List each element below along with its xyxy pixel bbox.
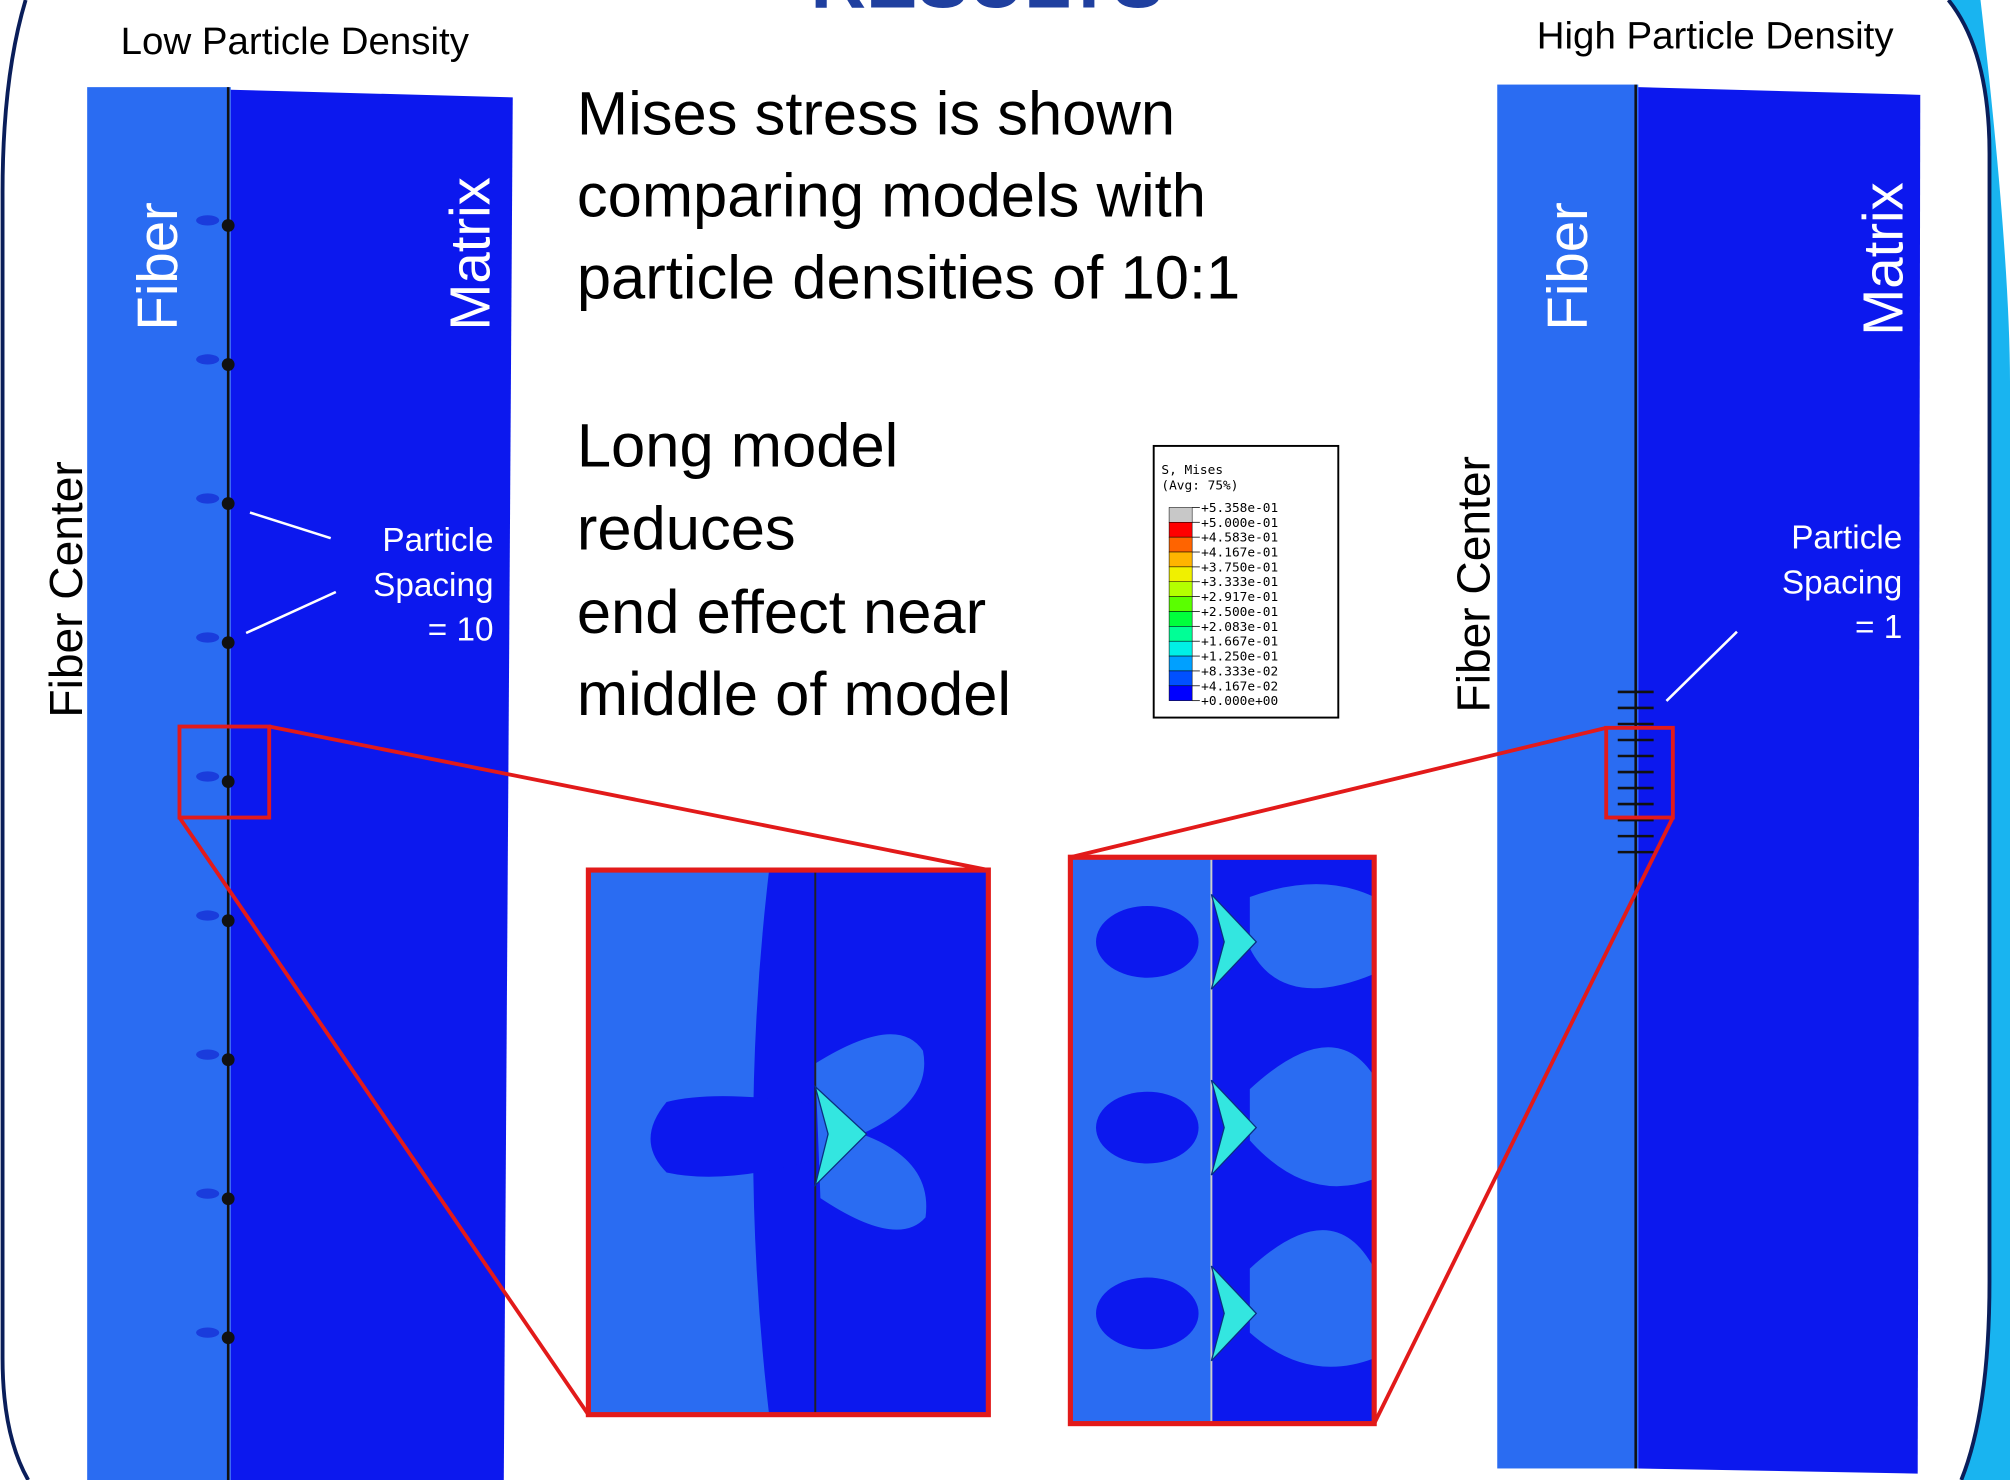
legend-label: +2.500e-01 (1201, 605, 1278, 620)
side-band (1948, 0, 2010, 1480)
stress-lobe (196, 493, 219, 503)
legend-swatch (1169, 537, 1192, 552)
legend-swatch (1169, 582, 1192, 597)
legend-swatch (1169, 671, 1192, 686)
title: RESULTS (810, 0, 1163, 25)
legend-label: +1.667e-01 (1201, 635, 1278, 650)
legend-swatch (1169, 611, 1192, 626)
particle (222, 1331, 235, 1344)
legend-label: +2.917e-01 (1201, 590, 1278, 605)
legend-swatch (1169, 656, 1192, 671)
legend-swatch (1169, 567, 1192, 582)
stress-lobe (196, 632, 219, 642)
particle (222, 775, 235, 788)
legend-swatch (1169, 626, 1192, 641)
body-text: middle of model (577, 660, 1011, 729)
body-text: reduces (577, 495, 796, 564)
particle (222, 358, 235, 371)
legend-label: +8.333e-02 (1201, 664, 1278, 679)
legend-label: +3.333e-01 (1201, 575, 1278, 590)
spacing-label: Spacing (373, 567, 493, 604)
legend-swatch (1169, 597, 1192, 612)
legend-label: +5.358e-01 (1201, 501, 1278, 516)
zoom-view (1070, 857, 1374, 1423)
body-text: particle densities of 10:1 (577, 244, 1240, 313)
stress-lobe (196, 910, 219, 920)
panel-label: Low Particle Density (121, 20, 470, 63)
stress-lobe (196, 1188, 219, 1198)
legend-swatch (1169, 686, 1192, 701)
particle (222, 497, 235, 510)
body-text: Mises stress is shown (577, 80, 1175, 149)
frame-edge (1948, 0, 1989, 1480)
body-text: Long model (577, 411, 898, 480)
matrix-label: Matrix (1851, 182, 1914, 335)
particle (222, 914, 235, 927)
page: RESULTS Low Particle Density Fiber Matri… (0, 0, 2010, 1480)
particle (222, 636, 235, 649)
panel-label: High Particle Density (1537, 15, 1895, 58)
slide: RESULTS Low Particle Density Fiber Matri… (0, 0, 2010, 1480)
stress-lobe (196, 1049, 219, 1059)
spacing-label: Particle (382, 522, 493, 559)
legend-label: +1.250e-01 (1201, 650, 1278, 665)
frame-edge (3, 0, 29, 1480)
stress-lobe (196, 354, 219, 364)
fiber-label: Fiber (1536, 202, 1599, 330)
legend-scale: +5.358e-01+5.000e-01+4.583e-01+4.167e-01… (1169, 501, 1278, 709)
legend-label: +4.167e-02 (1201, 679, 1278, 694)
particle (222, 1053, 235, 1066)
stress-lobe (196, 215, 219, 225)
spacing-label: Particle (1791, 519, 1902, 556)
particle (222, 219, 235, 232)
stress-lobe (196, 1328, 219, 1338)
legend-label: +3.750e-01 (1201, 560, 1278, 575)
legend-swatch (1169, 522, 1192, 537)
matrix-label: Matrix (439, 177, 502, 330)
spacing-label: Spacing (1782, 564, 1902, 601)
legend-title: S, Mises (1161, 463, 1223, 478)
legend-label: +4.167e-01 (1201, 546, 1278, 561)
fiber-label: Fiber (126, 202, 189, 330)
legend-swatch (1169, 552, 1192, 567)
body-text: comparing models with (577, 162, 1206, 231)
legend-swatch (1169, 641, 1192, 656)
spacing-label: = 1 (1855, 609, 1902, 646)
zoom-view (588, 870, 988, 1415)
legend-swatch (1169, 507, 1192, 522)
body-text: end effect near (577, 578, 986, 647)
legend-label: +5.000e-01 (1201, 516, 1278, 531)
axis-label: Fiber Center (1448, 456, 1500, 712)
spacing-label: = 10 (428, 612, 494, 649)
axis-label: Fiber Center (40, 461, 92, 717)
particle (222, 1192, 235, 1205)
legend-label: +0.000e+00 (1201, 694, 1278, 709)
legend-label: +2.083e-01 (1201, 620, 1278, 635)
stress-lobe (196, 771, 219, 781)
legend-label: +4.583e-01 (1201, 531, 1278, 546)
legend-title: (Avg: 75%) (1161, 478, 1238, 493)
